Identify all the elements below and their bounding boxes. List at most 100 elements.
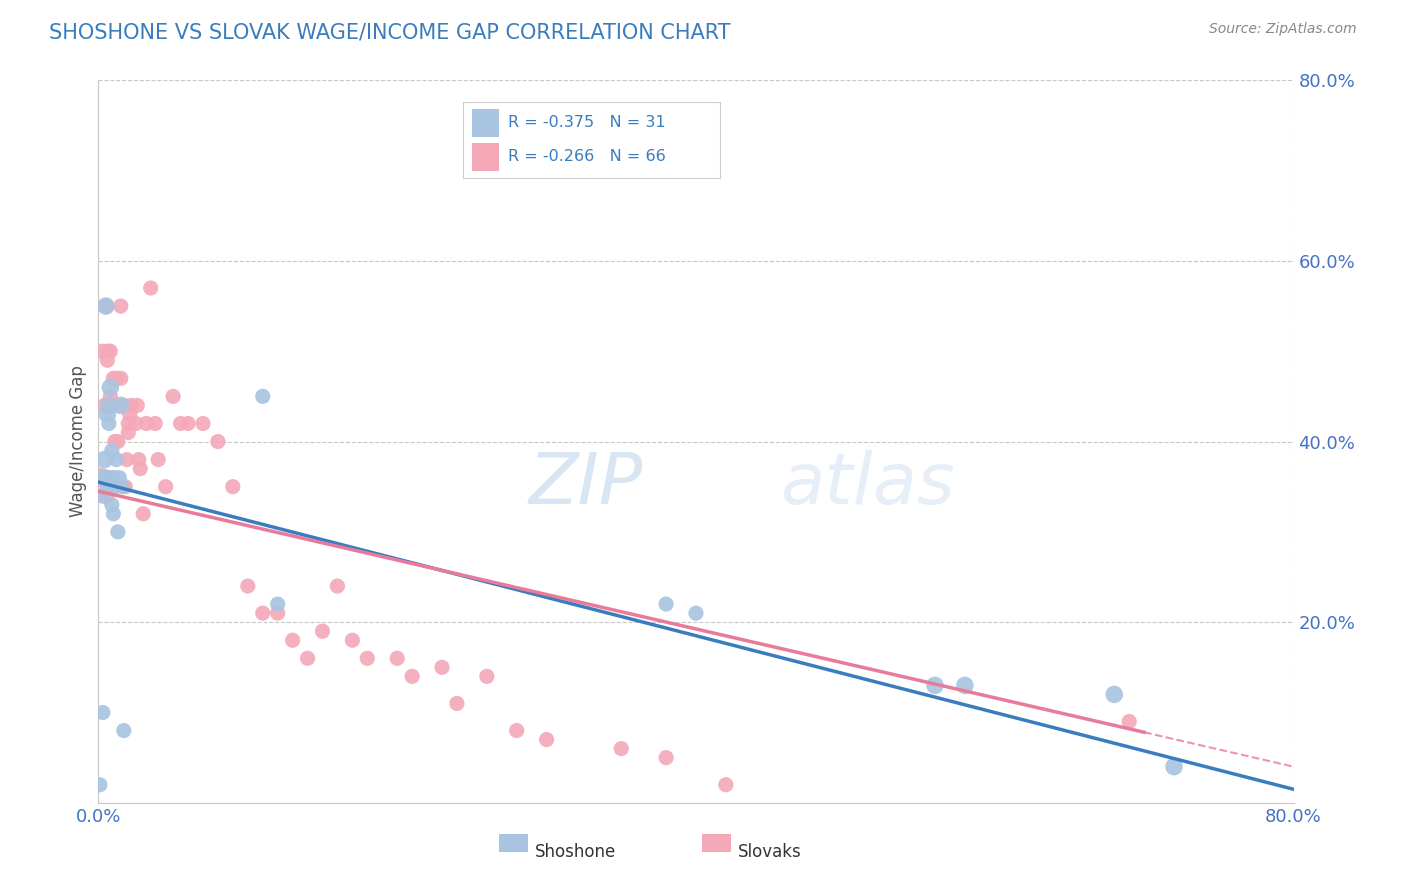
Point <box>96 344 118 359</box>
Point <box>128 452 150 467</box>
FancyBboxPatch shape <box>463 102 720 178</box>
Point <box>1118 714 1140 729</box>
Point <box>103 371 125 385</box>
Point <box>953 678 976 692</box>
Point <box>135 417 157 431</box>
Point <box>98 389 122 403</box>
Point <box>94 299 117 313</box>
Y-axis label: Wage/Income Gap: Wage/Income Gap <box>69 366 87 517</box>
Point <box>117 425 139 440</box>
Point <box>93 471 115 485</box>
Point <box>236 579 259 593</box>
Point <box>103 507 125 521</box>
Point <box>129 461 152 475</box>
Point <box>132 507 155 521</box>
Point <box>924 678 946 692</box>
Point <box>93 452 115 467</box>
Point <box>162 389 184 403</box>
Point <box>207 434 229 449</box>
Point <box>139 281 162 295</box>
Point <box>90 489 112 503</box>
Point <box>112 723 135 738</box>
Text: Shoshone: Shoshone <box>534 843 616 861</box>
Point <box>356 651 378 665</box>
Point <box>93 398 115 412</box>
Point <box>107 524 129 539</box>
Point <box>104 398 127 412</box>
Point <box>222 480 245 494</box>
Point <box>118 408 141 422</box>
Point <box>191 417 214 431</box>
Point <box>401 669 423 683</box>
Text: ZIP: ZIP <box>529 450 643 519</box>
Text: Source: ZipAtlas.com: Source: ZipAtlas.com <box>1209 22 1357 37</box>
Text: atlas: atlas <box>779 450 955 519</box>
Text: Slovaks: Slovaks <box>738 843 801 861</box>
Point <box>267 606 290 620</box>
Point <box>281 633 304 648</box>
Point <box>117 417 139 431</box>
Point <box>94 489 117 503</box>
Point <box>297 651 319 665</box>
Point <box>125 417 148 431</box>
Point <box>115 452 138 467</box>
Point <box>107 434 129 449</box>
Point <box>98 380 122 394</box>
Point <box>127 398 149 412</box>
Point <box>98 344 122 359</box>
Text: SHOSHONE VS SLOVAK WAGE/INCOME GAP CORRELATION CHART: SHOSHONE VS SLOVAK WAGE/INCOME GAP CORRE… <box>49 22 731 42</box>
Point <box>169 417 191 431</box>
Point <box>148 452 170 467</box>
Point <box>446 697 468 711</box>
Bar <box>499 834 527 852</box>
Point <box>143 417 166 431</box>
Text: R = -0.266   N = 66: R = -0.266 N = 66 <box>509 149 666 164</box>
Point <box>94 471 117 485</box>
Point <box>91 471 114 485</box>
Point <box>97 398 120 412</box>
Point <box>111 398 134 412</box>
Point <box>89 778 111 792</box>
Point <box>111 480 134 494</box>
Point <box>685 606 707 620</box>
Point <box>96 353 118 368</box>
Point <box>1104 687 1126 701</box>
Point <box>101 498 124 512</box>
Point <box>96 480 118 494</box>
Point <box>430 660 453 674</box>
Point <box>105 371 128 385</box>
Point <box>326 579 349 593</box>
Point <box>96 408 118 422</box>
Point <box>108 398 131 412</box>
Point <box>112 398 135 412</box>
Point <box>475 669 498 683</box>
Point <box>177 417 200 431</box>
Point <box>267 597 290 611</box>
Point <box>105 398 128 412</box>
Point <box>311 624 333 639</box>
Point <box>655 750 678 764</box>
Point <box>110 398 132 412</box>
Point <box>252 606 274 620</box>
Bar <box>472 143 499 170</box>
Point <box>385 651 409 665</box>
Point <box>506 723 529 738</box>
Bar <box>702 834 731 852</box>
Point <box>114 480 136 494</box>
Point <box>536 732 558 747</box>
Point <box>105 452 128 467</box>
Point <box>103 471 125 485</box>
Point <box>610 741 633 756</box>
Bar <box>472 109 499 136</box>
Point <box>104 480 127 494</box>
Text: R = -0.375   N = 31: R = -0.375 N = 31 <box>509 115 666 130</box>
Point <box>155 480 177 494</box>
Point <box>714 778 737 792</box>
Point <box>97 471 120 485</box>
Point <box>108 471 131 485</box>
Point <box>120 398 142 412</box>
Point <box>252 389 274 403</box>
Point <box>89 471 111 485</box>
Point <box>655 597 678 611</box>
Point <box>104 434 127 449</box>
